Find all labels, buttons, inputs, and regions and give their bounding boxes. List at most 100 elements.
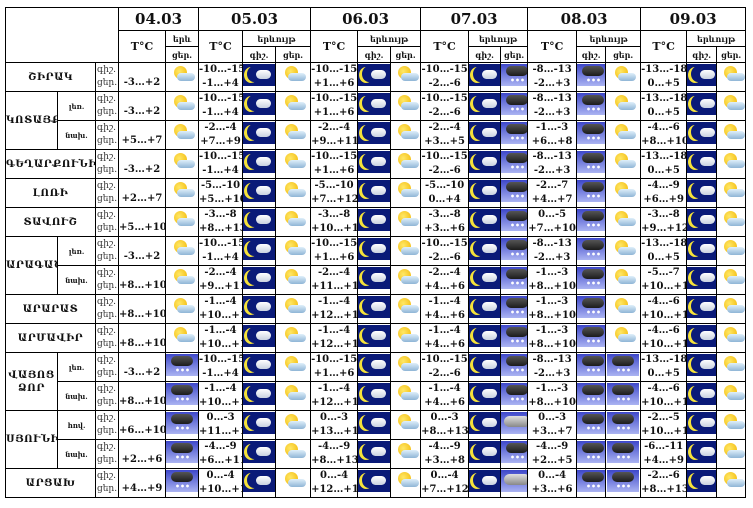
night-icon-cell <box>357 120 392 150</box>
night-cloudy-icon <box>243 383 275 405</box>
night-temperature: -5…-10 <box>200 180 241 191</box>
temperature: -10…-15 -1…+4 <box>198 62 244 92</box>
temperature: -3…-8 +10…+15 <box>310 207 359 237</box>
day-temperature: +13…+17 <box>311 426 357 437</box>
night-cloudy-icon <box>243 180 275 202</box>
temperature: +8…+10 <box>118 265 167 295</box>
day-temperature: +1…+6 <box>313 107 355 118</box>
night-label: գիշ. <box>97 210 116 220</box>
partly-cloudy-icon <box>392 325 420 347</box>
phenomenon-header: երև <box>165 30 200 47</box>
day-temperature: +7…+10 <box>528 223 576 234</box>
night-day-labels: գիշ. ցեր. <box>94 178 120 208</box>
temperature: -10…-15 -1…+4 <box>198 236 244 266</box>
night-day-labels: գիշ. ցեր. <box>94 91 120 121</box>
partly-cloudy-icon <box>718 93 745 115</box>
subregion-label: նախ. <box>57 120 96 150</box>
night-header: գիշ. <box>468 46 502 63</box>
temperature: -13…-18 0…+5 <box>640 352 688 382</box>
night-cloudy-icon <box>687 412 716 434</box>
day-temperature: -2…+3 <box>533 78 571 89</box>
night-temperature: -1…-4 <box>428 325 461 336</box>
temperature: 0…-3 +11…+16 <box>198 410 244 440</box>
day-icon-cell <box>275 468 312 498</box>
day-temperature: +3…+5 <box>424 136 465 147</box>
night-temperature: -2…-4 <box>317 267 351 278</box>
partly-cloudy-icon <box>718 238 745 260</box>
night-icon-cell <box>468 265 502 295</box>
partly-cloudy-icon <box>718 209 745 231</box>
table-row: ՎԱՅՈՑ ՁՈՐ լեռ. գիշ. ցեր. -3…+2 -10…-15 -1…+4 -1… <box>5 352 747 411</box>
day-icon-cell <box>500 62 529 92</box>
night-icon-cell <box>242 352 277 382</box>
snow-icon <box>501 93 527 115</box>
temperature: -1…-4 +4…+6 <box>420 381 470 411</box>
day-icon-cell <box>390 207 422 237</box>
night-cloudy-icon <box>358 354 390 376</box>
night-temperature: -1…-4 <box>204 325 237 336</box>
night-cloudy-icon <box>358 238 390 260</box>
temperature: -1…-4 +10…+12 <box>198 294 244 324</box>
partly-cloudy-icon <box>278 325 308 347</box>
partly-cloudy-icon <box>167 64 197 86</box>
night-label: գիշ. <box>97 94 116 104</box>
day-icon-cell <box>500 265 529 295</box>
partly-cloudy-icon <box>392 441 420 463</box>
day-label: ցեր. <box>97 310 118 320</box>
temperature: -4…-6 +8…+10 <box>640 120 688 150</box>
day-temperature: +8…+10 <box>528 397 576 408</box>
temperature: -8…-13 -2…+3 <box>527 62 578 92</box>
night-icon-cell <box>357 236 392 266</box>
weather-forecast-table: 04.03 05.03 06.03 07.03 08.03 09.03 T°C երև T°C ե… <box>4 7 747 498</box>
snow-icon <box>577 122 605 144</box>
temperature: -8…-13 -2…+3 <box>527 149 578 179</box>
partly-cloudy-icon <box>392 122 420 144</box>
night-temperature: -10…-15 <box>199 151 243 162</box>
day-icon-cell <box>275 410 312 440</box>
night-icon-cell <box>686 381 718 411</box>
snow-icon <box>501 296 527 318</box>
temperature: -6…-11 +4…+9 <box>640 439 688 469</box>
night-temperature: -1…-3 <box>536 122 569 133</box>
temperature: -10…-15 -2…-6 <box>420 149 470 179</box>
day-icon-cell <box>716 91 747 121</box>
night-icon-cell <box>242 120 277 150</box>
night-icon-cell <box>357 323 392 353</box>
night-temperature: -1…-4 <box>204 296 237 307</box>
partly-cloudy-icon <box>167 122 197 144</box>
temperature: -10…-15 +1…+6 <box>310 236 359 266</box>
temperature: +5…+7 <box>118 120 167 150</box>
night-temperature: -8…-13 <box>532 64 572 75</box>
day-icon-cell <box>605 91 642 121</box>
temperature: -3…+2 <box>118 62 167 92</box>
day-temperature: 0…+5 <box>647 252 680 263</box>
temperature: -10…-15 -2…-6 <box>420 91 470 121</box>
day-icon-cell <box>165 120 200 150</box>
partly-cloudy-icon <box>167 209 197 231</box>
partly-cloudy-icon <box>278 238 308 260</box>
partly-cloudy-icon <box>392 383 420 405</box>
day-temperature: +10…+12 <box>199 397 242 408</box>
day-temperature: +4…+6 <box>424 339 465 350</box>
night-icon-cell <box>468 352 502 382</box>
night-label: գիշ. <box>97 413 116 423</box>
day-temperature: -2…-6 <box>428 78 461 89</box>
partly-cloudy-icon <box>278 180 308 202</box>
night-cloudy-icon <box>469 93 500 115</box>
partly-cloudy-icon <box>608 180 638 202</box>
temperature: -1…-4 +12…+14 <box>310 323 359 353</box>
temperature: -2…-5 +10…+15 <box>640 410 688 440</box>
day-icon-cell <box>275 91 312 121</box>
night-temperature: -3…-8 <box>428 209 461 220</box>
day-temperature: +8…+10 <box>528 310 576 321</box>
day-temperature: -1…+4 <box>202 252 239 263</box>
day-temperature: -2…+3 <box>533 252 571 263</box>
night-temperature: -1…-4 <box>428 296 461 307</box>
temperature: -2…-6 +8…+13 <box>640 468 688 498</box>
day-icon-cell <box>165 294 200 324</box>
day-icon-cell <box>716 468 747 498</box>
partly-cloudy-icon <box>392 354 420 376</box>
night-icon-cell <box>686 439 718 469</box>
night-cloudy-icon <box>469 383 500 405</box>
